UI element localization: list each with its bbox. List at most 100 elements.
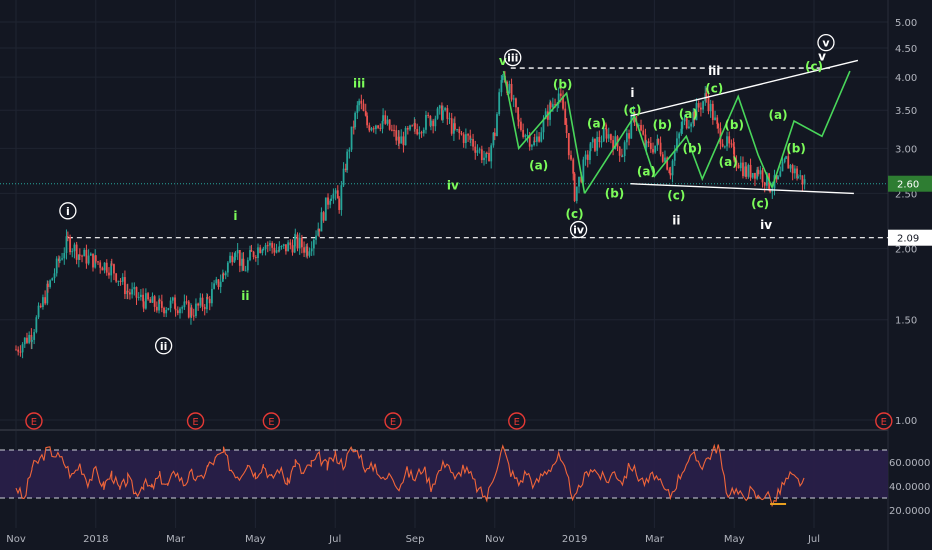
candle-body: [57, 258, 60, 262]
candle-body: [775, 175, 778, 180]
candle-body: [406, 128, 409, 130]
candle-body: [257, 247, 259, 259]
candle-body: [234, 253, 237, 258]
candle-body: [420, 132, 423, 134]
candle-body: [388, 119, 391, 130]
candle-body: [139, 294, 142, 297]
candle-body: [300, 237, 303, 248]
candle-body: [42, 297, 44, 308]
candle-body: [526, 135, 529, 137]
candle-body: [589, 142, 592, 152]
time-tick-label: Nov: [485, 534, 505, 545]
trend-line: [630, 183, 854, 195]
candle-body: [192, 315, 195, 317]
candle-body: [446, 108, 449, 119]
candle-body: [600, 141, 603, 143]
wave-path: [502, 70, 586, 194]
candle-body: [75, 244, 78, 260]
candle-body: [231, 255, 234, 263]
candle-body: [395, 130, 398, 141]
candle-body: [137, 296, 140, 298]
rsi-tick-label: 40.0000: [889, 482, 930, 493]
candle-body: [693, 111, 696, 121]
candle-body: [382, 115, 384, 121]
candle-body: [23, 337, 26, 345]
candle-body: [565, 124, 568, 134]
candle-body: [789, 165, 792, 169]
candle-body: [745, 166, 748, 177]
candle-body: [221, 273, 224, 282]
candle-body: [271, 243, 274, 248]
candle-body: [759, 170, 762, 175]
candle-body: [246, 260, 249, 271]
candle-body: [797, 176, 799, 179]
candle-body: [531, 145, 533, 147]
candle-body: [320, 212, 323, 232]
candle-body: [360, 100, 363, 104]
candle-body: [578, 176, 580, 187]
candle-body: [754, 172, 756, 179]
candle-body: [690, 123, 693, 127]
candle-body: [411, 125, 414, 127]
rsi-tick-label: 20.0000: [889, 506, 930, 517]
wave-label: (b): [553, 78, 573, 92]
earnings-label: E: [268, 417, 274, 428]
candle-body: [803, 179, 806, 185]
candle-body: [291, 245, 294, 253]
candle-body: [488, 152, 490, 162]
candle-body: [15, 349, 17, 351]
candle-body: [723, 146, 726, 148]
candle-body: [575, 186, 578, 201]
candle-body: [528, 135, 531, 147]
candle-body: [554, 104, 556, 106]
candle-body: [517, 119, 520, 122]
rsi-path: [15, 443, 805, 508]
candle-body: [422, 129, 425, 134]
candle-body: [596, 136, 599, 151]
candle-body: [594, 138, 596, 151]
candle-body: [640, 125, 642, 131]
earnings-marker: [508, 412, 526, 430]
wave-label: ii: [241, 289, 249, 303]
candle-body: [714, 117, 716, 120]
candle-body: [661, 154, 664, 162]
candle-body: [671, 160, 674, 176]
candle-body: [94, 255, 97, 268]
candle-body: [444, 108, 447, 111]
candle-body: [393, 129, 395, 131]
candle-body: [456, 129, 458, 131]
candle-body: [416, 129, 419, 135]
candle-body: [350, 126, 353, 150]
candle-body: [747, 164, 750, 177]
candle-body: [702, 101, 704, 110]
candle-body: [47, 283, 49, 288]
candle-body: [652, 149, 654, 153]
candle-body: [39, 305, 42, 308]
candle-body: [676, 138, 678, 151]
candle-body: [605, 127, 607, 129]
candle-body: [644, 134, 647, 148]
candle-body: [442, 110, 444, 120]
candle-body: [448, 118, 451, 120]
candle-body: [312, 239, 315, 249]
earnings-marker: [875, 412, 893, 430]
candle-body: [436, 108, 439, 119]
candle-body: [372, 128, 375, 130]
candle-body: [630, 116, 633, 139]
reference-price-label: 2.09: [897, 234, 919, 245]
candle-body: [751, 172, 754, 178]
candle-body: [695, 103, 698, 121]
candle-body: [262, 249, 265, 251]
candle-body: [386, 119, 389, 124]
candle-body: [149, 299, 152, 303]
candle-body: [779, 171, 782, 177]
candle-body: [515, 98, 517, 108]
candle-body: [400, 136, 403, 144]
candle-body: [498, 92, 501, 115]
rsi-line: [15, 443, 805, 508]
candle-body: [551, 104, 554, 108]
candle-body: [707, 96, 710, 112]
time-tick-label: Jul: [807, 534, 820, 545]
candle-body: [438, 105, 441, 109]
